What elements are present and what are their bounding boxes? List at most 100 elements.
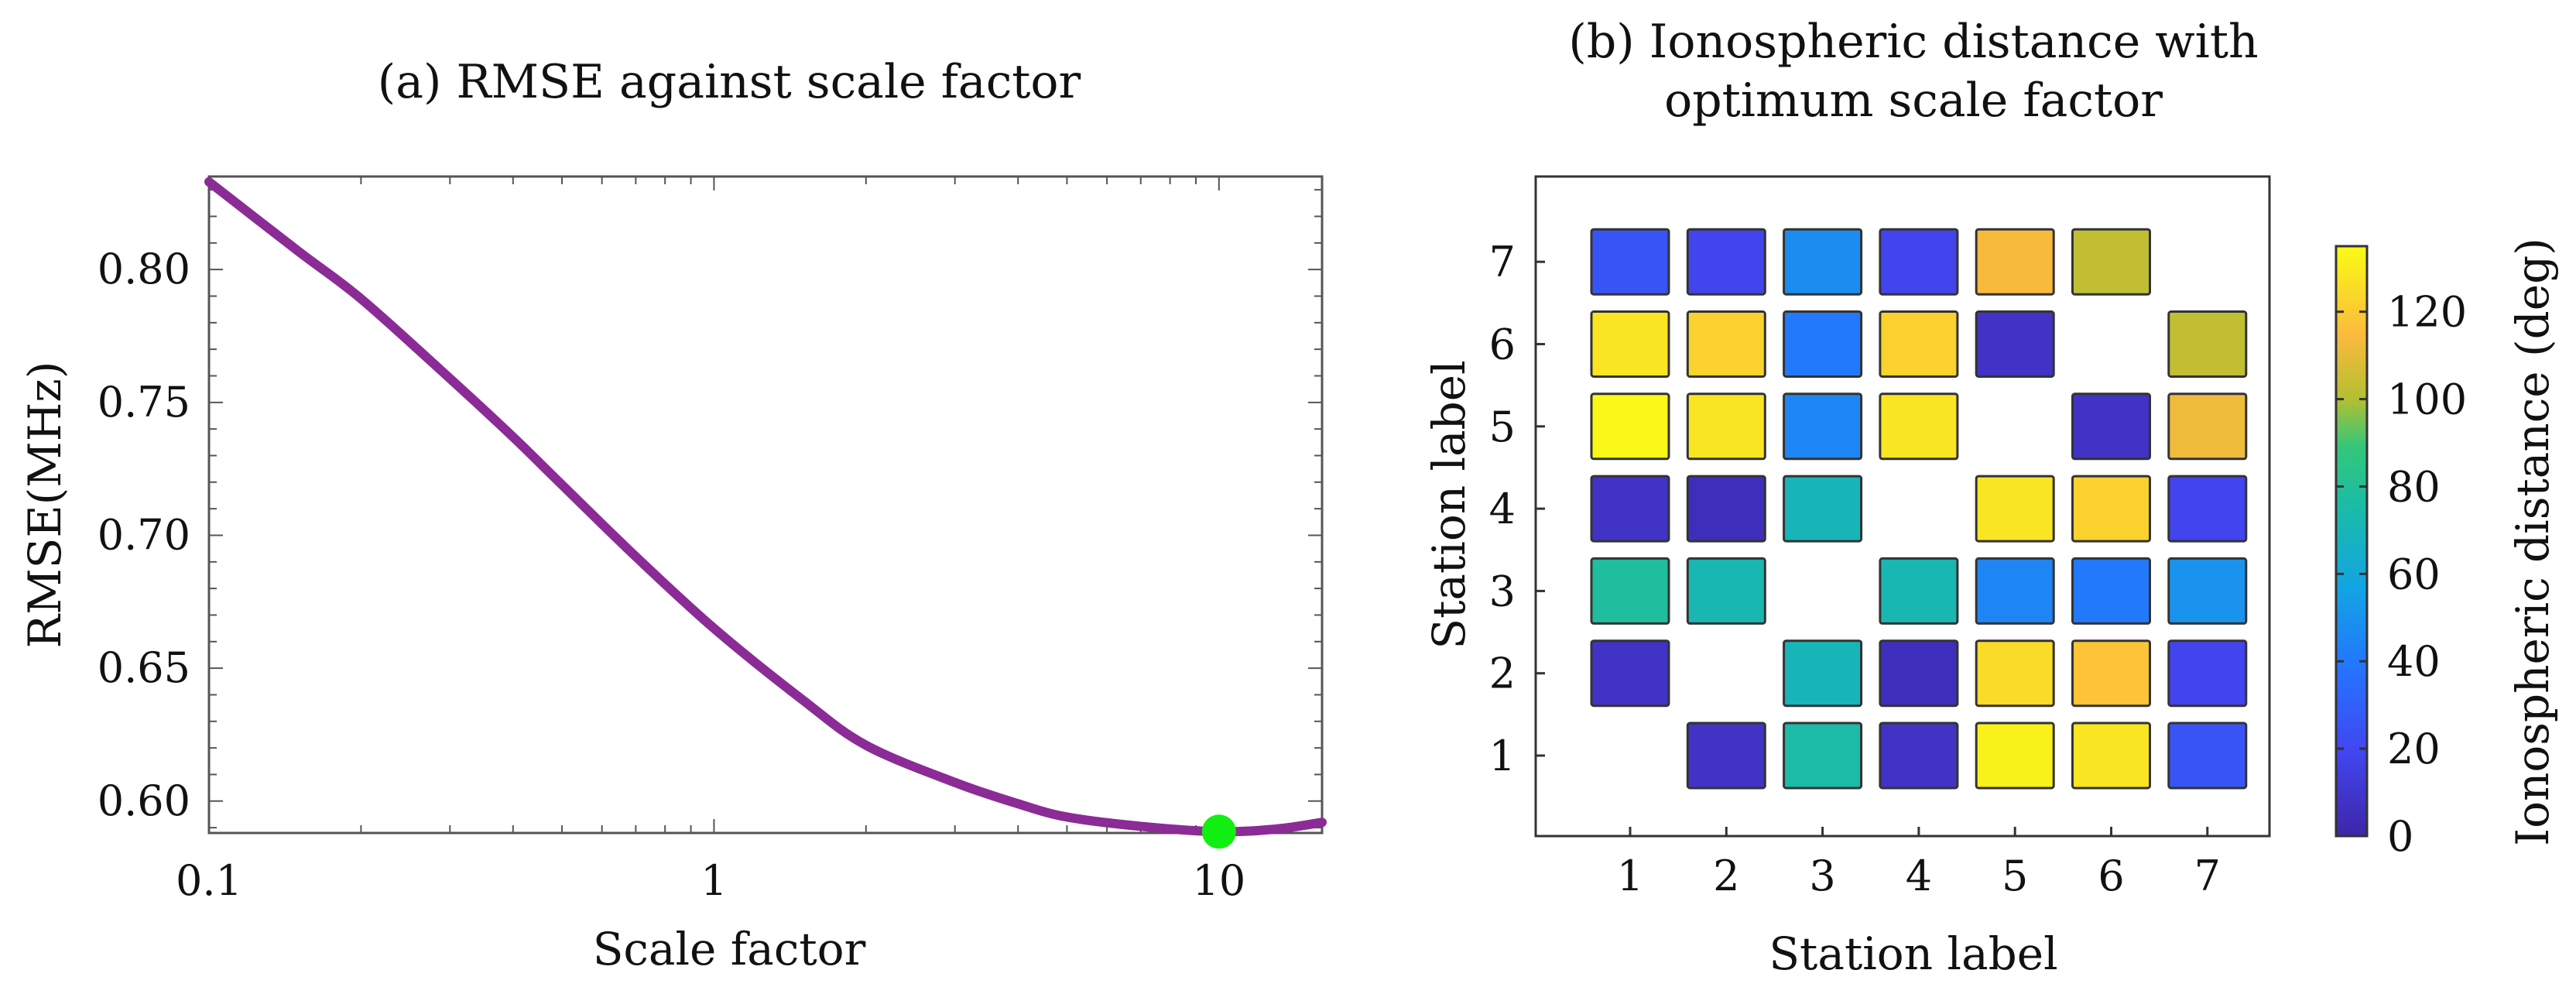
chart-b-y-label: Station label [1423, 360, 1475, 649]
chart-b-title-line1: (b) Ionospheric distance with [1568, 15, 2258, 69]
x-tick-label: 1 [701, 856, 727, 905]
heatmap-cell [1686, 722, 1766, 790]
rmse-data-point [297, 250, 299, 252]
y-tick-label: 3 [1489, 567, 1516, 615]
heatmap-cell [1879, 228, 1959, 296]
heatmap-cell [1975, 310, 2055, 378]
rmse-data-point [208, 181, 210, 183]
rmse-chart: (a) RMSE against scale factor 0.600.650.… [19, 55, 1327, 975]
heatmap-cell [1975, 475, 2055, 543]
colorbar-tick-label: 60 [2387, 550, 2441, 598]
heatmap-cell [1879, 639, 1959, 708]
y-tick-label: 0.75 [98, 378, 190, 427]
heatmap-cell [1686, 228, 1766, 296]
heatmap-cell [2071, 392, 2151, 461]
heatmap-cell [1879, 722, 1959, 790]
x-tick-label: 10 [1192, 856, 1245, 905]
heatmap-cell [1686, 557, 1766, 625]
colorbar-tick-label: 80 [2387, 462, 2441, 511]
chart-b-x-label: Station label [1769, 927, 2057, 980]
x-tick-label: 2 [1713, 852, 1739, 900]
heatmap-cell [1783, 475, 1863, 543]
heatmap-cell [2071, 228, 2151, 296]
heatmap-cell [1686, 392, 1766, 461]
chart-a-x-label: Scale factor [593, 923, 866, 975]
heatmap-cell [2167, 392, 2248, 461]
y-tick-label: 2 [1489, 650, 1516, 698]
x-tick-label: 7 [2194, 852, 2221, 900]
heatmap-cell [1783, 392, 1863, 461]
heatmap-cell [2167, 639, 2248, 708]
rmse-data-point [360, 298, 361, 300]
heatmap-cell [1879, 310, 1959, 378]
rmse-series-line [204, 177, 1327, 837]
heatmap-cell [1975, 557, 2055, 625]
y-tick-label: 4 [1489, 485, 1516, 533]
rmse-data-point [1276, 828, 1277, 830]
heatmap-cell [2071, 557, 2151, 625]
heatmap-cell [1783, 310, 1863, 378]
colorbar-tick-label: 40 [2387, 637, 2441, 686]
rmse-data-point [1066, 816, 1067, 817]
y-tick-label: 0.80 [98, 245, 190, 293]
colorbar-tick-label: 20 [2387, 725, 2441, 773]
colorbar-tick-label: 100 [2387, 375, 2467, 424]
heatmap-cell [2071, 475, 2151, 543]
rmse-data-point [561, 484, 563, 485]
chart-a-plot-area [207, 175, 1324, 835]
heatmap-cell [2167, 310, 2248, 378]
rmse-data-point [802, 699, 803, 701]
heatmap-cell [1590, 228, 1670, 296]
optimum-marker [1201, 814, 1236, 849]
chart-b-x-tick-labels: 1 2 3 4 5 6 7 [1617, 852, 2221, 900]
heatmap-cell [2167, 722, 2248, 790]
heatmap-cell [1975, 639, 2055, 708]
heatmap-cell [1590, 639, 1670, 708]
heatmap-cell [2167, 475, 2248, 543]
chart-a-y-label: RMSE(MHz) [19, 362, 71, 649]
heatmap-cell [2167, 557, 2248, 625]
rmse-data-point [635, 556, 636, 557]
heatmap-cell [1783, 722, 1863, 790]
heatmap-cell [2071, 722, 2151, 790]
chart-a-ticks [208, 177, 1322, 833]
colorbar-tick-label: 120 [2387, 288, 2467, 337]
chart-b-ticks [1536, 260, 2209, 836]
colorbar-label: Ionospheric distance (deg) [2506, 238, 2559, 846]
heatmap-cell [1879, 392, 1959, 461]
heatmap-cell [1686, 310, 1766, 378]
rmse-data-point [713, 628, 714, 629]
rmse-data-point [1321, 821, 1323, 823]
y-tick-label: 1 [1489, 732, 1516, 780]
rmse-data-point [954, 782, 956, 783]
y-tick-label: 7 [1489, 238, 1516, 286]
colorbar [2334, 245, 2369, 838]
rmse-data-point [1017, 803, 1019, 804]
heatmap-cell [1590, 310, 1670, 378]
heatmap-cell [1590, 392, 1670, 461]
x-tick-label: 3 [1809, 852, 1835, 900]
colorbar-tick-label: 0 [2387, 812, 2413, 861]
heatmap-cell [1975, 228, 2055, 296]
heatmap-cell [1686, 475, 1766, 543]
y-tick-label: 5 [1489, 403, 1516, 451]
heatmap-cell [1879, 557, 1959, 625]
chart-a-y-tick-labels: 0.60 0.65 0.70 0.75 0.80 [98, 245, 190, 825]
heatmap-cell [1590, 557, 1670, 625]
heatmap-cell [1590, 475, 1670, 543]
x-tick-label: 6 [2098, 852, 2124, 900]
chart-a-x-tick-labels: 0.1 1 10 [176, 856, 1245, 905]
y-tick-label: 6 [1489, 320, 1516, 369]
rmse-data-point [865, 745, 867, 746]
x-tick-label: 0.1 [176, 856, 242, 905]
heatmap-cells [1590, 228, 2248, 790]
heatmap-cell [1975, 722, 2055, 790]
ionospheric-heatmap: (b) Ionospheric distance with optimum sc… [1423, 15, 2559, 980]
x-tick-label: 1 [1617, 852, 1643, 900]
heatmap-cell [1783, 639, 1863, 708]
chart-b-y-tick-labels: 1 2 3 4 5 6 7 [1489, 238, 1516, 780]
heatmap-cell [1783, 228, 1863, 296]
y-tick-label: 0.65 [98, 643, 190, 692]
heatmap-cell [2071, 639, 2151, 708]
